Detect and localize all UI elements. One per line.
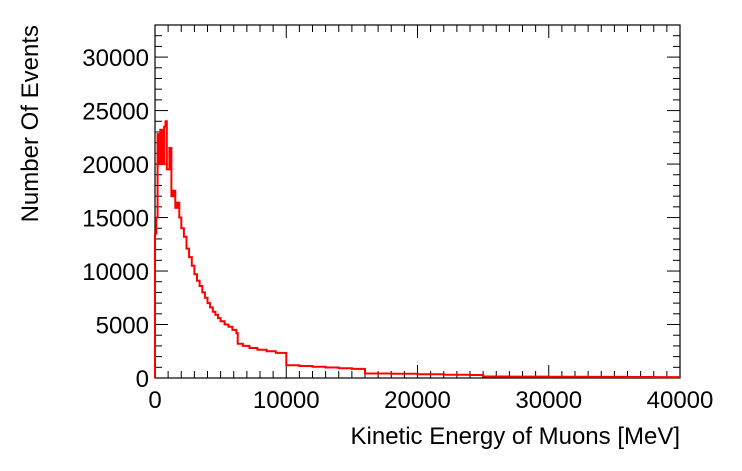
y-tick-label: 15000 [82,206,149,233]
y-tick-label: 10000 [82,259,149,286]
x-tick-labels: 0 10000 20000 30000 40000 [148,387,713,414]
x-tick-label: 10000 [253,387,320,414]
x-tick-label: 30000 [515,387,582,414]
y-tick-label: 30000 [82,45,149,72]
plot-frame [154,24,681,379]
tick-marks [154,24,681,379]
y-axis-title: Number Of Events [17,25,44,222]
y-tick-labels: 0 5000 10000 15000 20000 25000 30000 [82,45,149,393]
x-axis-title: Kinetic Energy of Muons [MeV] [351,423,680,450]
x-tick-label: 0 [148,387,161,414]
y-tick-label: 0 [136,366,149,393]
x-tick-label: 20000 [384,387,451,414]
x-tick-label: 40000 [647,387,714,414]
histogram-series-line [154,120,680,379]
y-tick-label: 25000 [82,99,149,126]
y-tick-label: 5000 [96,313,149,340]
y-tick-label: 20000 [82,152,149,179]
